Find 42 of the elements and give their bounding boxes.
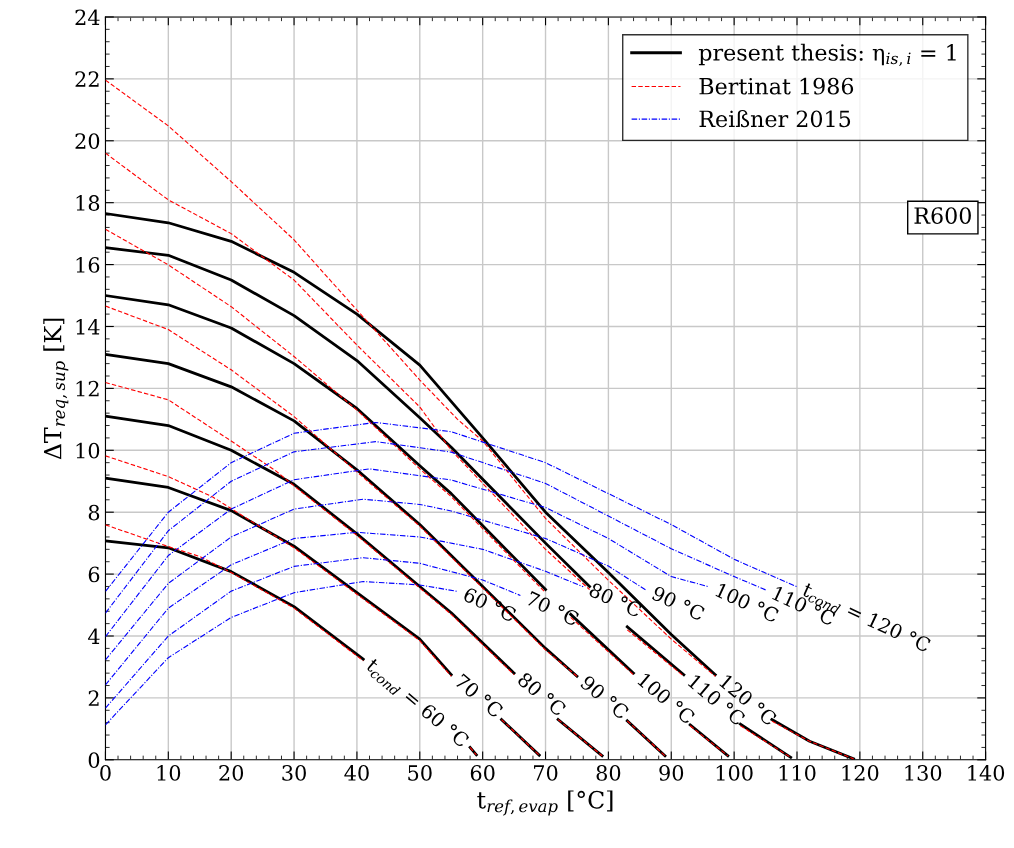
x-tick-label: 90 (659, 765, 684, 781)
annotation: 80 °C (516, 671, 567, 717)
x-tick-label: 0 (100, 765, 111, 781)
x-tick-label: 110 (779, 765, 816, 781)
y-tick-label: 22 (75, 71, 99, 87)
x-tick-label: 120 (842, 765, 879, 781)
x-tick-label: 70 (534, 765, 558, 781)
y-tick-label: 2 (88, 690, 99, 706)
y-axis-title: ΔT$_{req,sup}$ [K] (43, 318, 69, 460)
annotation: 70 °C (454, 673, 505, 719)
y-tick-label: 6 (88, 566, 100, 583)
legend-label: Bertinat 1986 (699, 77, 854, 95)
annotation: R600 (914, 207, 971, 224)
annotation: 90 °C (651, 585, 706, 622)
annotation: 90 °C (579, 674, 630, 720)
line-series (105, 498, 647, 661)
y-tick-label: 0 (88, 752, 100, 769)
x-tick-label: 10 (157, 765, 181, 781)
x-tick-label: 20 (219, 765, 244, 781)
y-tick-label: 8 (88, 504, 100, 521)
line-series (105, 468, 710, 638)
x-tick-label: 60 (470, 765, 495, 781)
x-tick-label: 80 (596, 765, 621, 781)
y-tick-label: 14 (76, 318, 100, 335)
y-tick-label: 12 (76, 380, 99, 397)
y-tick-label: 18 (76, 195, 100, 211)
x-tick-label: 50 (408, 765, 432, 781)
y-tick-label: 20 (75, 133, 100, 149)
y-tick-label: 24 (75, 9, 100, 25)
legend-label: Reißner 2015 (699, 110, 851, 128)
x-tick-label: 30 (282, 765, 306, 781)
y-tick-label: 16 (76, 257, 100, 273)
annotation: 70 °C (525, 590, 580, 627)
x-axis-title: t$_{ref,evap}$ [°C] (477, 790, 613, 816)
x-tick-label: 130 (905, 765, 942, 781)
y-tick-label: 4 (87, 628, 100, 644)
x-tick-label: 40 (344, 765, 369, 781)
x-tick-label: 140 (968, 765, 1005, 781)
x-tick-label: 100 (716, 765, 753, 781)
annotation: 80 °C (588, 582, 643, 618)
legend-label: present thesis: η$_{is,i}$ = 1 (698, 43, 956, 67)
y-tick-label: 10 (76, 442, 100, 459)
